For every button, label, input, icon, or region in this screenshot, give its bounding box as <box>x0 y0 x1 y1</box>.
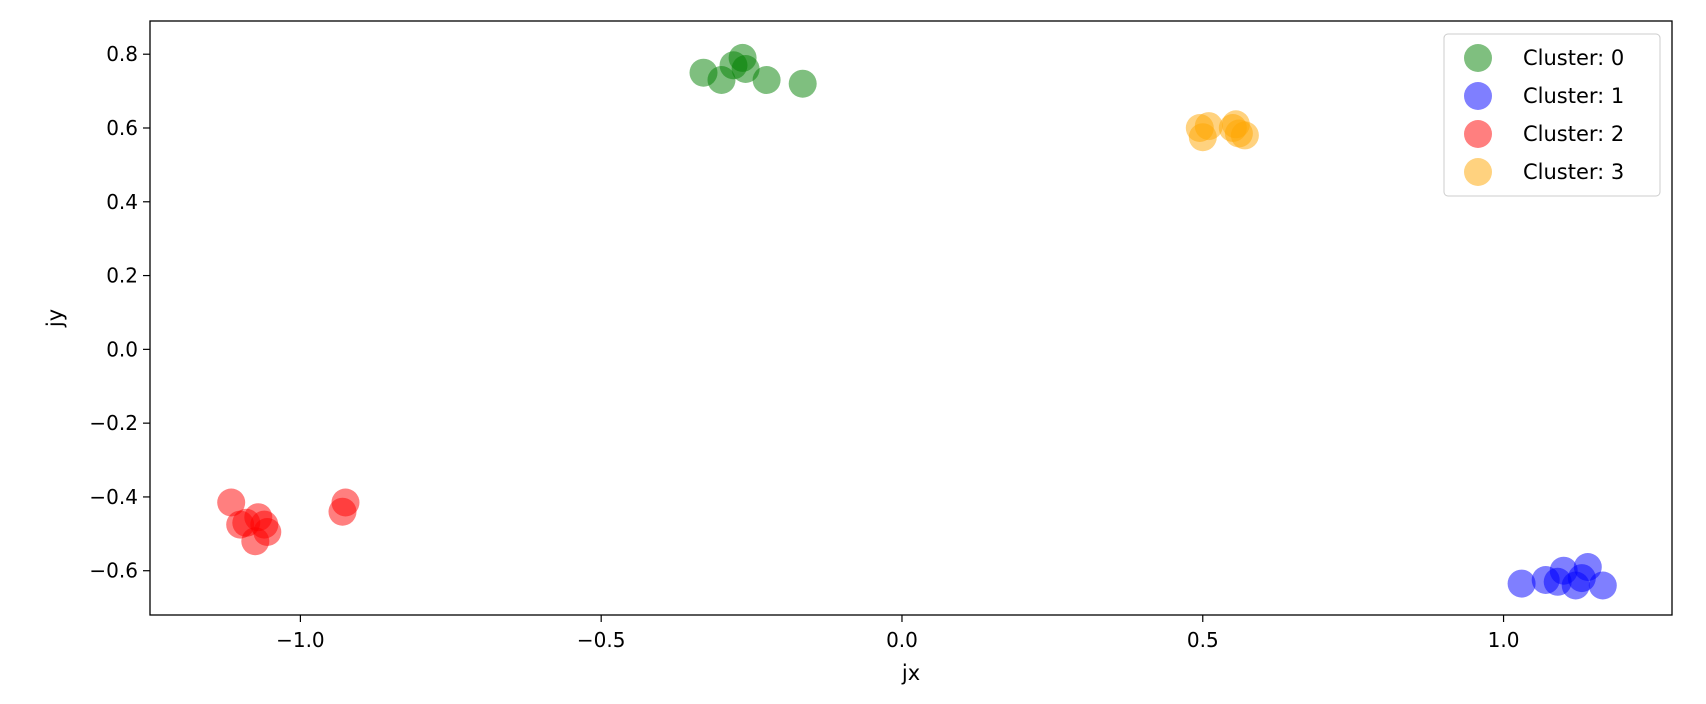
data-point-cluster-3 <box>1194 112 1223 141</box>
data-point-cluster-2 <box>331 488 360 517</box>
x-tick-label: −0.5 <box>577 628 626 652</box>
legend-label-cluster-2: Cluster: 2 <box>1523 122 1624 146</box>
legend-marker-cluster-1 <box>1464 82 1492 110</box>
x-axis: −1.0 −0.5 0.0 0.5 1.0 <box>276 615 1519 652</box>
data-point-cluster-0 <box>752 66 781 94</box>
y-axis: 0.8 0.6 0.4 0.2 0.0 −0.2 −0.4 −0.6 <box>89 42 150 583</box>
y-tick-label: −0.4 <box>89 485 138 509</box>
legend-label-cluster-0: Cluster: 0 <box>1523 46 1624 70</box>
legend-label-cluster-3: Cluster: 3 <box>1523 160 1624 184</box>
data-point-cluster-1 <box>1573 553 1602 581</box>
data-point-cluster-0 <box>731 55 760 83</box>
legend-marker-cluster-2 <box>1464 120 1492 148</box>
y-tick-label: 0.2 <box>106 264 138 288</box>
legend-label-cluster-1: Cluster: 1 <box>1523 84 1624 108</box>
plot-area-frame <box>149 20 1673 616</box>
y-axis-label: jy <box>43 309 67 328</box>
x-tick-label: 0.0 <box>886 628 918 652</box>
points-layer <box>217 43 1617 600</box>
data-point-cluster-2 <box>253 518 282 546</box>
x-tick-label: 0.5 <box>1187 628 1219 652</box>
legend-marker-cluster-0 <box>1464 44 1492 72</box>
data-point-cluster-1 <box>1507 569 1536 598</box>
y-tick-label: 0.4 <box>106 190 138 214</box>
y-tick-label: −0.2 <box>89 411 138 435</box>
y-tick-label: −0.6 <box>89 559 138 583</box>
data-point-cluster-0 <box>788 69 817 98</box>
data-point-cluster-3 <box>1230 121 1259 150</box>
y-tick-label: 0.8 <box>106 42 138 66</box>
x-tick-label: 1.0 <box>1488 628 1520 652</box>
legend: Cluster: 0 Cluster: 1 Cluster: 2 Cluster: 3 <box>1443 33 1661 197</box>
y-tick-label: 0.6 <box>106 116 138 140</box>
y-tick-label: 0.0 <box>106 337 138 361</box>
legend-marker-cluster-3 <box>1464 158 1492 186</box>
data-point-cluster-2 <box>217 488 246 517</box>
x-axis-label: jx <box>901 661 920 685</box>
x-tick-label: −1.0 <box>276 628 325 652</box>
legend-frame <box>1443 33 1661 197</box>
data-point-cluster-1 <box>1588 571 1617 600</box>
